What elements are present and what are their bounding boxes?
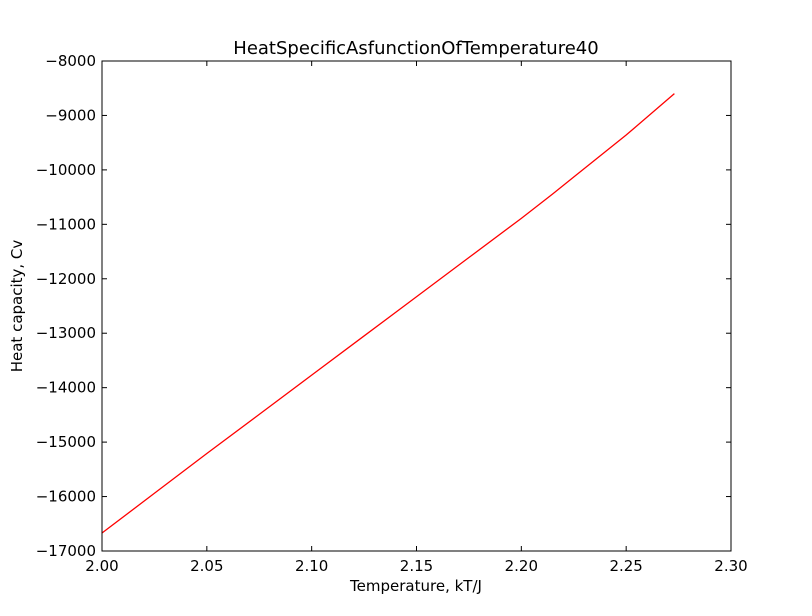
y-tick-label: −12000 bbox=[36, 270, 96, 288]
y-tick-label: −17000 bbox=[36, 542, 96, 560]
axes-frame bbox=[101, 60, 732, 552]
x-tick-label: 2.25 bbox=[609, 557, 642, 575]
y-tick-label: −10000 bbox=[36, 161, 96, 179]
x-tick-label: 2.00 bbox=[85, 557, 118, 575]
x-tick-label: 2.05 bbox=[190, 557, 223, 575]
x-tick-label: 2.15 bbox=[400, 557, 433, 575]
x-axis-ticks: 2.00 2.05 2.10 2.15 2.20 2.25 2.30 bbox=[85, 61, 748, 575]
x-tick-label: 2.10 bbox=[295, 557, 328, 575]
y-tick-label: −13000 bbox=[36, 324, 96, 342]
x-tick-label: 2.30 bbox=[714, 557, 747, 575]
y-tick-label: −8000 bbox=[45, 52, 96, 70]
y-tick-label: −9000 bbox=[45, 106, 96, 124]
series-line-0 bbox=[101, 93, 675, 534]
plot-area bbox=[101, 60, 732, 552]
y-tick-label: −15000 bbox=[36, 433, 96, 451]
y-tick-label: −14000 bbox=[36, 379, 96, 397]
x-axis-label: Temperature, kT/J bbox=[349, 577, 482, 595]
chart-title: HeatSpecificAsfunctionOfTemperature40 bbox=[233, 38, 598, 59]
y-tick-label: −11000 bbox=[36, 215, 96, 233]
y-tick-label: −16000 bbox=[36, 488, 96, 506]
x-tick-label: 2.20 bbox=[505, 557, 538, 575]
y-axis-label: Heat capacity, Cv bbox=[8, 240, 26, 373]
y-axis-ticks: −8000 −9000 −10000 −11000 −12000 −13000 −14000… bbox=[36, 52, 731, 560]
